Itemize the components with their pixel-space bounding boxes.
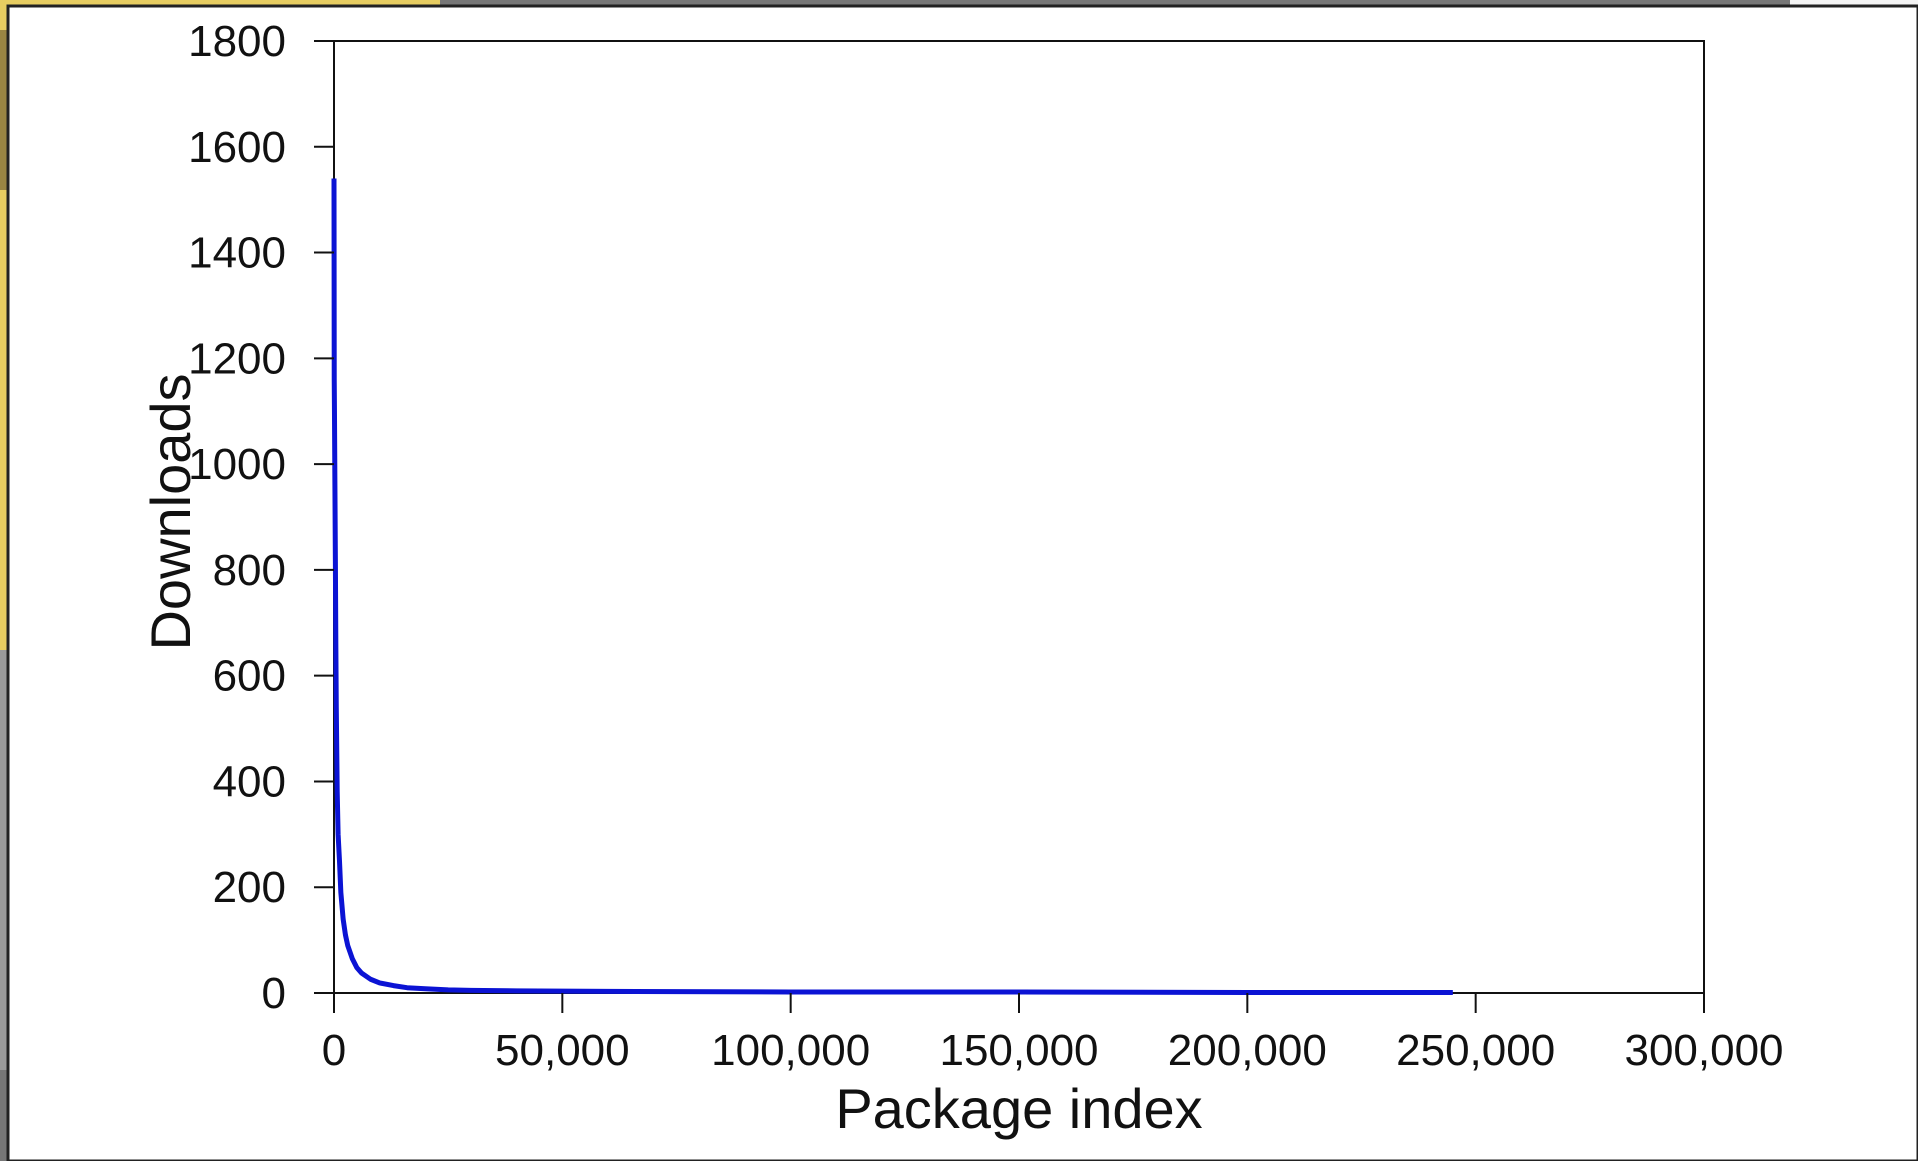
x-tick-label: 100,000 [711,1026,870,1075]
x-axis-title: Package index [835,1077,1202,1140]
y-tick-label: 1600 [188,123,286,172]
x-tick-label: 50,000 [495,1026,630,1075]
y-tick-label: 600 [213,652,286,701]
y-tick-label: 1400 [188,229,286,278]
y-tick-label: 1200 [188,334,286,383]
x-tick-label: 300,000 [1624,1026,1783,1075]
chart-background [6,4,1918,1161]
x-tick-label: 150,000 [939,1026,1098,1075]
y-tick-label: 1000 [188,440,286,489]
y-axis-ticks: 0 200 400 600 800 1000 1200 1400 1600 1800 [188,17,334,1018]
x-tick-label: 0 [322,1026,346,1075]
x-axis-ticks: 0 50,000 100,000 150,000 200,000 250,000 300,0… [322,993,1784,1075]
y-axis-title: Downloads [139,373,202,650]
y-tick-label: 1800 [188,17,286,66]
x-tick-label: 200,000 [1168,1026,1327,1075]
y-tick-label: 400 [213,757,286,806]
y-tick-label: 0 [262,969,286,1018]
x-tick-label: 250,000 [1396,1026,1555,1075]
y-tick-label: 200 [213,863,286,912]
y-tick-label: 800 [213,546,286,595]
downloads-series-line [331,178,1453,995]
